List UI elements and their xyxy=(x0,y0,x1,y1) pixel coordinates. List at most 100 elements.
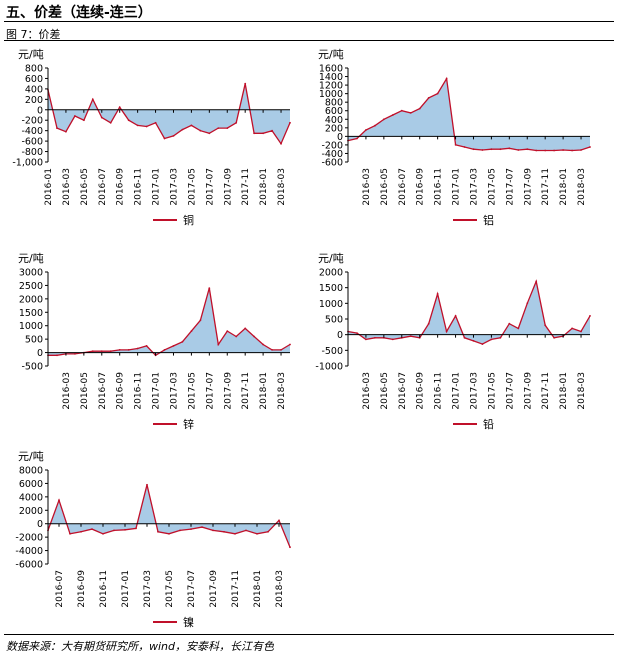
y-tick-label: 1200 xyxy=(319,81,343,92)
data-point xyxy=(580,330,582,333)
data-point xyxy=(181,128,184,131)
x-tick-label: 2017-01 xyxy=(452,168,462,206)
series-area xyxy=(48,288,290,356)
x-tick-label: 2017-07 xyxy=(505,168,515,206)
series-line xyxy=(47,484,291,548)
x-tick-label: 2016-11 xyxy=(434,372,444,410)
data-point xyxy=(544,324,547,327)
x-tick-label: 2018-03 xyxy=(277,372,287,410)
data-point xyxy=(526,148,529,151)
data-point xyxy=(199,319,202,322)
data-point xyxy=(83,119,85,122)
data-point xyxy=(271,129,273,132)
data-point xyxy=(113,529,115,532)
data-point xyxy=(508,322,511,325)
y-tick-label: 0 xyxy=(37,348,43,359)
data-point xyxy=(278,519,280,522)
data-point xyxy=(256,532,258,535)
x-tick-label: 2016-11 xyxy=(134,372,144,410)
data-point xyxy=(208,132,211,135)
y-tick-label: 8000 xyxy=(19,466,43,477)
lead-spread-chart: 元/吨 2000 1500 1000 500 0 -500 -1000 2016-03 2016-… xyxy=(315,252,591,431)
data-source-note: 数据来源：大有期货研究所，wind，安泰科，长江有色 xyxy=(6,640,275,653)
data-point xyxy=(127,349,130,351)
unit-label: 元/吨 xyxy=(318,48,344,61)
x-tick-label: 2017-05 xyxy=(165,570,175,608)
x-tick-label: 2017-05 xyxy=(487,372,497,410)
data-point xyxy=(427,97,430,99)
data-point xyxy=(391,338,394,341)
y-tick-label: -200 xyxy=(21,116,43,127)
x-tick-label: 2018-03 xyxy=(577,168,587,206)
title-rule xyxy=(4,21,614,22)
y-tick-label: -400 xyxy=(21,126,43,137)
data-point xyxy=(289,343,291,346)
y-tick-label: 200 xyxy=(325,123,343,134)
x-tick-label: 2016-05 xyxy=(380,168,390,206)
nickel-spread-chart: 元/吨 8000 6000 4000 2000 0 -2000 -4000 -6000 2016-… xyxy=(15,450,291,629)
data-point xyxy=(190,330,193,332)
data-point xyxy=(508,147,511,150)
y-tick-label: -800 xyxy=(21,147,43,158)
data-point xyxy=(580,149,582,151)
data-point xyxy=(267,530,269,533)
series-line xyxy=(347,76,591,152)
y-tick-label: 1000 xyxy=(19,321,43,332)
x-tick-label: 2018-03 xyxy=(277,168,287,206)
x-tick-label: 2017-07 xyxy=(205,372,215,410)
y-tick-label: -500 xyxy=(321,346,343,357)
data-point xyxy=(517,149,520,151)
x-tick-label: 2016-07 xyxy=(398,168,408,206)
data-point xyxy=(244,327,247,330)
data-point xyxy=(217,343,220,346)
x-tick-label: 2016-03 xyxy=(362,372,372,410)
y-tick-label: 2000 xyxy=(319,268,343,279)
data-point xyxy=(154,121,157,124)
footer-rule xyxy=(4,634,614,635)
data-point xyxy=(181,340,184,343)
data-point xyxy=(526,302,529,305)
x-tick-label: 2017-07 xyxy=(205,168,215,206)
unit-label: 元/吨 xyxy=(318,252,344,265)
unit-label: 元/吨 xyxy=(18,48,44,61)
y-tick-label: -200 xyxy=(321,140,343,151)
data-point xyxy=(271,349,273,351)
data-point xyxy=(253,335,256,338)
data-point xyxy=(445,330,448,333)
data-point xyxy=(145,125,148,128)
x-tick-label: 2016-03 xyxy=(362,168,372,206)
x-tick-label: 2016-05 xyxy=(80,372,90,410)
x-tick-label: 2017-11 xyxy=(241,168,251,206)
x-tick-label: 2017-01 xyxy=(121,570,131,608)
series-area xyxy=(48,83,290,144)
y-tick-label: 1500 xyxy=(19,308,43,319)
x-tick-label: 2017-03 xyxy=(169,168,179,206)
y-tick-label: 0 xyxy=(337,132,343,143)
data-point xyxy=(436,92,439,95)
data-point xyxy=(172,345,175,347)
data-point xyxy=(217,127,220,129)
x-tick-label: 2018-01 xyxy=(559,372,569,410)
y-tick-label: 1600 xyxy=(319,64,343,75)
data-point xyxy=(226,330,229,332)
data-point xyxy=(168,532,170,535)
data-point xyxy=(418,107,421,110)
data-point xyxy=(172,135,175,137)
data-point xyxy=(472,148,475,151)
x-tick-label: 2017-01 xyxy=(452,372,462,410)
y-tick-label: 800 xyxy=(325,98,343,109)
data-point xyxy=(463,336,466,339)
data-point xyxy=(383,118,385,121)
x-tick-label: 2017-07 xyxy=(505,372,515,410)
data-point xyxy=(571,327,573,330)
data-point xyxy=(223,530,225,533)
x-tick-label: 2017-11 xyxy=(241,372,251,410)
y-tick-label: 3000 xyxy=(19,268,43,279)
data-point xyxy=(571,149,573,152)
series-area xyxy=(348,281,590,345)
data-point xyxy=(280,349,282,351)
data-point xyxy=(490,148,493,151)
data-point xyxy=(179,529,181,532)
legend-label: 镍 xyxy=(183,615,194,629)
y-tick-label: -400 xyxy=(321,149,343,160)
